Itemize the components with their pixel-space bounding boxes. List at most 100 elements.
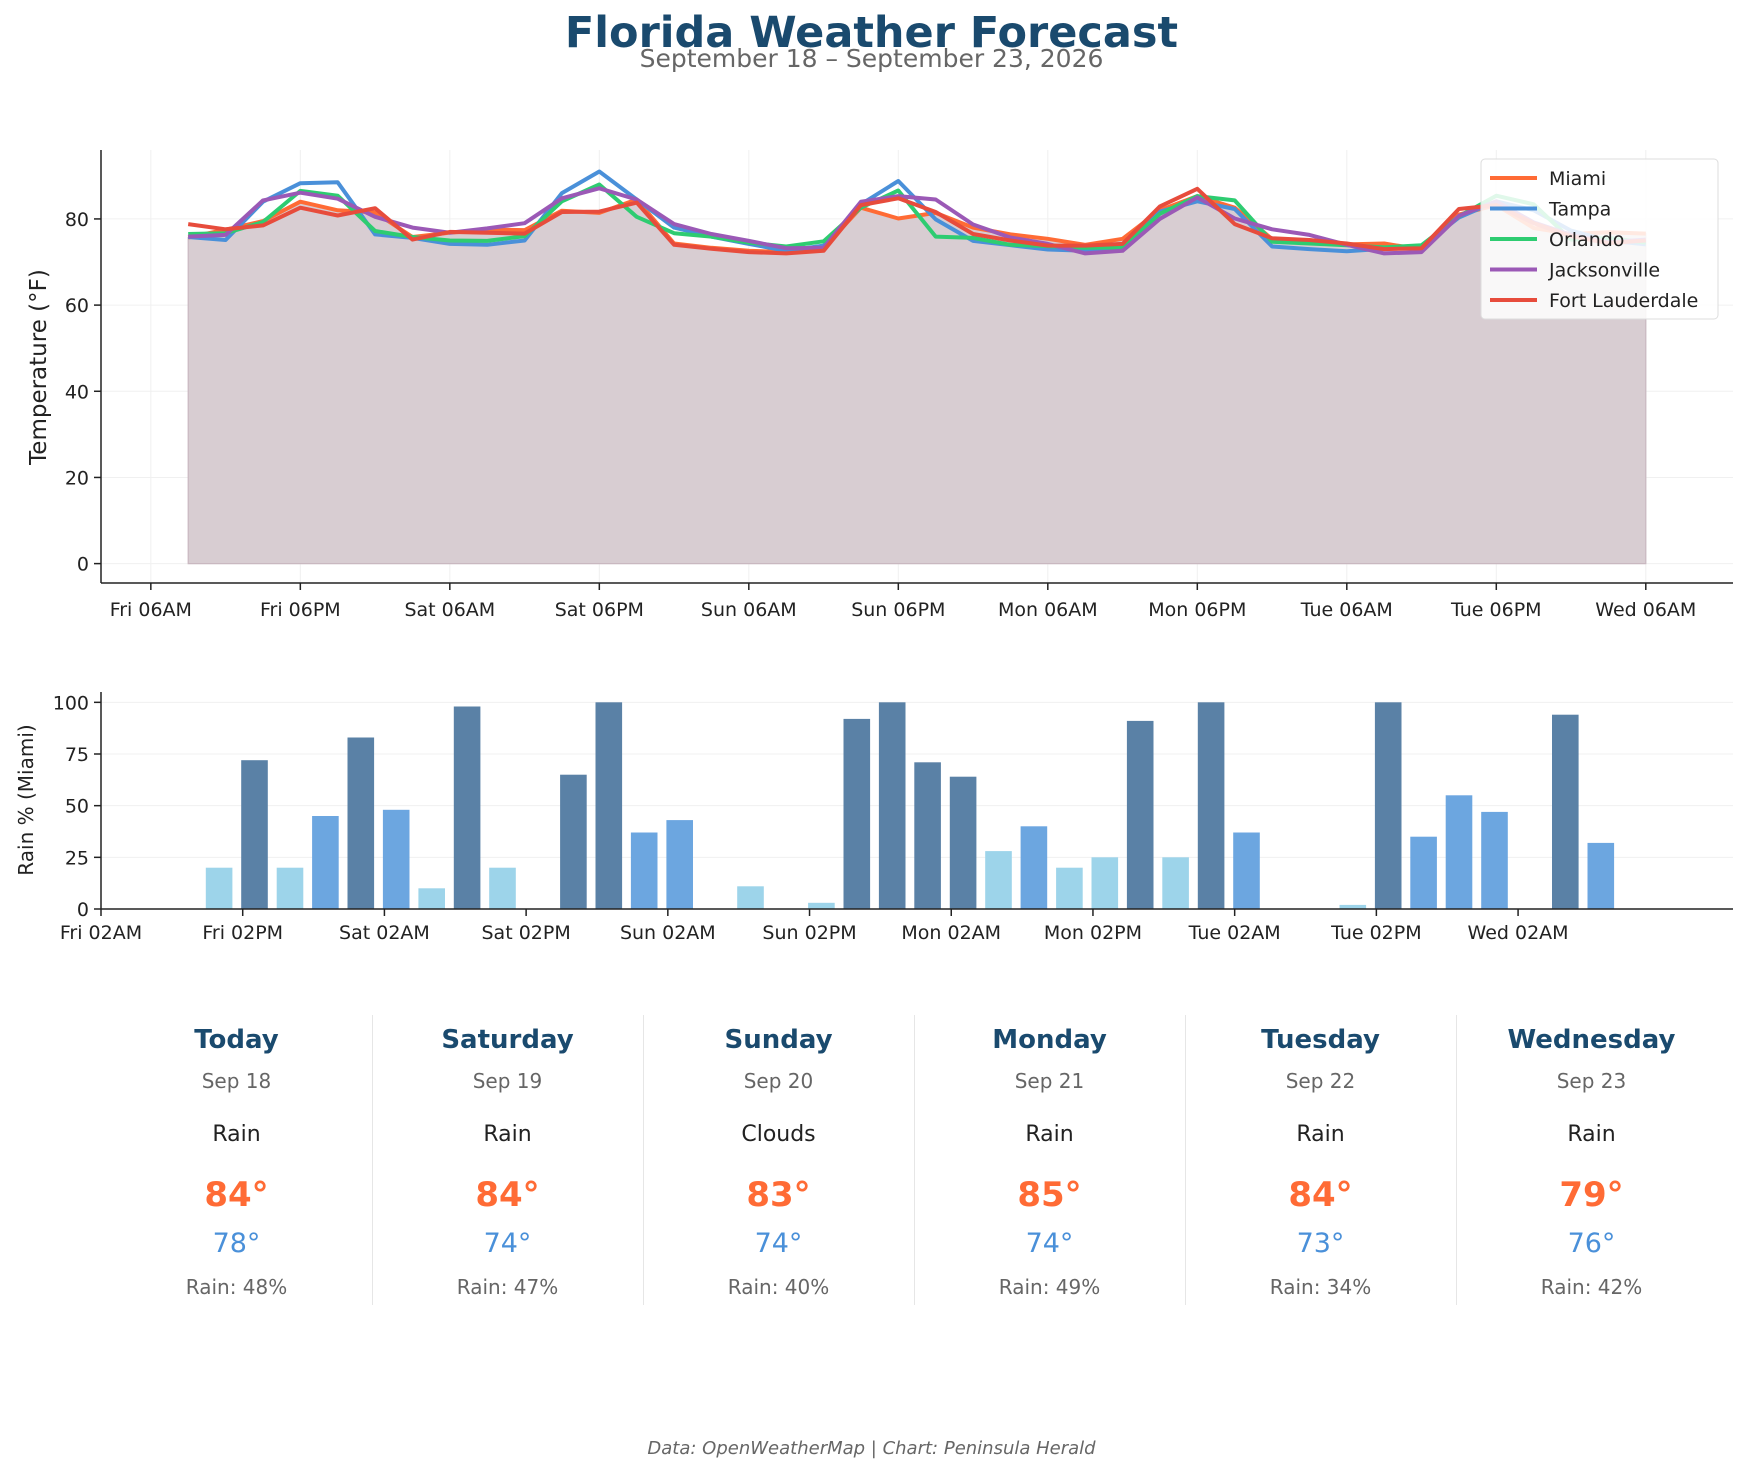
forecast-low: 73° xyxy=(1296,1228,1345,1259)
rain-bar xyxy=(985,851,1012,909)
forecast-date: Sep 18 xyxy=(201,1069,272,1093)
x-tick-label: Fri 02AM xyxy=(60,922,142,944)
forecast-rain: Rain: 49% xyxy=(998,1275,1101,1299)
rain-bar xyxy=(1552,714,1579,909)
legend-label: Miami xyxy=(1549,168,1606,190)
rain-bar xyxy=(453,706,481,909)
y-tick-label: 60 xyxy=(65,295,89,317)
y-tick-label: 0 xyxy=(77,554,89,576)
card-divider xyxy=(643,1015,644,1305)
x-tick-label: Wed 06AM xyxy=(1595,599,1696,620)
forecast-card: Tuesday Sep 22 Rain 84° 73° Rain: 34% xyxy=(1185,1015,1456,1305)
rain-bar xyxy=(1339,904,1367,909)
x-tick-label: Sun 02AM xyxy=(620,922,716,944)
forecast-date: Sep 20 xyxy=(743,1069,814,1093)
forecast-high: 83° xyxy=(746,1175,811,1215)
rain-bar xyxy=(1162,857,1189,909)
rain-bar xyxy=(1481,811,1508,909)
rain-bar xyxy=(843,718,871,909)
temperature-chart: Fri 06AM Fri 06PM Sat 06AM Sat 06PM Sun 06AM… xyxy=(26,150,1733,620)
forecast-low: 74° xyxy=(483,1228,532,1259)
forecast-low: 74° xyxy=(1025,1228,1074,1259)
series-line-orlando xyxy=(188,182,1647,250)
x-tick-label: Sat 06AM xyxy=(404,599,495,620)
forecast-rain: Rain: 47% xyxy=(456,1275,559,1299)
rain-bar xyxy=(630,832,658,909)
forecast-high: 84° xyxy=(204,1175,269,1215)
x-tick-label: Mon 02PM xyxy=(1044,922,1142,944)
x-tick-label: Tue 02PM xyxy=(1330,922,1422,944)
x-tick-label: Mon 06AM xyxy=(998,599,1098,620)
legend-label: Jacksonville xyxy=(1548,260,1660,282)
x-tick-label: Mon 06PM xyxy=(1148,599,1246,620)
rain-bar xyxy=(489,867,516,909)
footer-credit: Data: OpenWeatherMap | Chart: Peninsula … xyxy=(647,1438,1096,1459)
series-line-fort-lauderdale xyxy=(187,186,1646,256)
forecast-rain: Rain: 48% xyxy=(185,1275,288,1299)
forecast-cards: Today Sep 18 Rain 84° 78° Rain: 48% Satu… xyxy=(101,1015,1675,1305)
rain-bar xyxy=(878,702,906,909)
rain-bar xyxy=(949,776,977,909)
forecast-low: 74° xyxy=(754,1228,803,1259)
y-tick-label: 50 xyxy=(65,796,89,818)
rain-bar xyxy=(418,888,445,909)
rain-chart: Fri 02AM Fri 02PM Sat 02AM Sat 02PM Sun 02AM… xyxy=(14,692,1733,944)
rain-bar xyxy=(595,702,623,909)
y-axis-label: Rain % (Miami) xyxy=(14,724,38,875)
rain-bar xyxy=(1126,720,1154,909)
forecast-card: Today Sep 18 Rain 84° 78° Rain: 48% xyxy=(101,1015,372,1305)
rain-bar xyxy=(382,809,410,909)
card-divider xyxy=(1185,1015,1186,1305)
forecast-day: Monday xyxy=(992,1025,1107,1055)
card-divider xyxy=(914,1015,915,1305)
rain-bar xyxy=(312,816,339,909)
forecast-date: Sep 21 xyxy=(1014,1069,1085,1093)
x-tick-label: Tue 06PM xyxy=(1450,599,1542,620)
y-tick-label: 40 xyxy=(65,381,89,403)
forecast-low: 78° xyxy=(212,1228,261,1259)
rain-bar xyxy=(1233,832,1260,909)
forecast-condition: Clouds xyxy=(741,1122,816,1147)
forecast-condition: Rain xyxy=(483,1122,532,1147)
rain-bar xyxy=(1374,702,1402,909)
y-tick-label: 100 xyxy=(53,692,89,714)
legend-label: Orlando xyxy=(1549,229,1624,251)
x-tick-label: Fri 06AM xyxy=(110,599,192,620)
legend: Miami Tampa Orlando Jacksonville Fort Lauder… xyxy=(1480,158,1719,320)
rain-bar xyxy=(914,762,941,909)
forecast-date: Sep 23 xyxy=(1556,1069,1627,1093)
y-tick-label: 75 xyxy=(65,744,89,766)
forecast-card: Wednesday Sep 23 Rain 79° 76° Rain: 42% xyxy=(1456,1015,1727,1305)
forecast-condition: Rain xyxy=(212,1122,261,1147)
forecast-card: Sunday Sep 20 Clouds 83° 74° Rain: 40% xyxy=(643,1015,914,1305)
forecast-condition: Rain xyxy=(1567,1122,1616,1147)
forecast-rain: Rain: 42% xyxy=(1540,1275,1643,1299)
x-tick-label: Sun 02PM xyxy=(762,922,856,944)
x-tick-label: Sat 02PM xyxy=(482,922,571,944)
series-line-jacksonville xyxy=(188,186,1646,256)
x-tick-label: Tue 02AM xyxy=(1188,922,1281,944)
x-tick-label: Mon 02AM xyxy=(901,922,1001,944)
forecast-rain: Rain: 40% xyxy=(727,1275,830,1299)
rain-bar xyxy=(347,737,375,909)
rain-bar xyxy=(1197,702,1225,909)
rain-bar xyxy=(808,902,835,909)
forecast-high: 84° xyxy=(1288,1175,1353,1215)
rain-bar xyxy=(737,886,764,909)
forecast-date: Sep 22 xyxy=(1285,1069,1356,1093)
x-tick-label: Wed 02AM xyxy=(1468,922,1569,944)
rain-bar xyxy=(1091,857,1119,909)
forecast-date: Sep 19 xyxy=(472,1069,543,1093)
forecast-condition: Rain xyxy=(1025,1122,1074,1147)
y-tick-label: 20 xyxy=(65,467,89,489)
forecast-day: Today xyxy=(194,1025,279,1055)
rain-bar xyxy=(666,820,693,909)
legend-label: Tampa xyxy=(1548,199,1611,221)
rain-bar xyxy=(1020,826,1048,909)
rain-bar xyxy=(241,760,268,909)
forecast-day: Wednesday xyxy=(1507,1025,1676,1055)
x-tick-label: Sat 02AM xyxy=(339,922,430,944)
card-divider xyxy=(372,1015,373,1305)
rain-bar xyxy=(1056,867,1083,909)
x-tick-label: Sun 06AM xyxy=(701,599,797,620)
